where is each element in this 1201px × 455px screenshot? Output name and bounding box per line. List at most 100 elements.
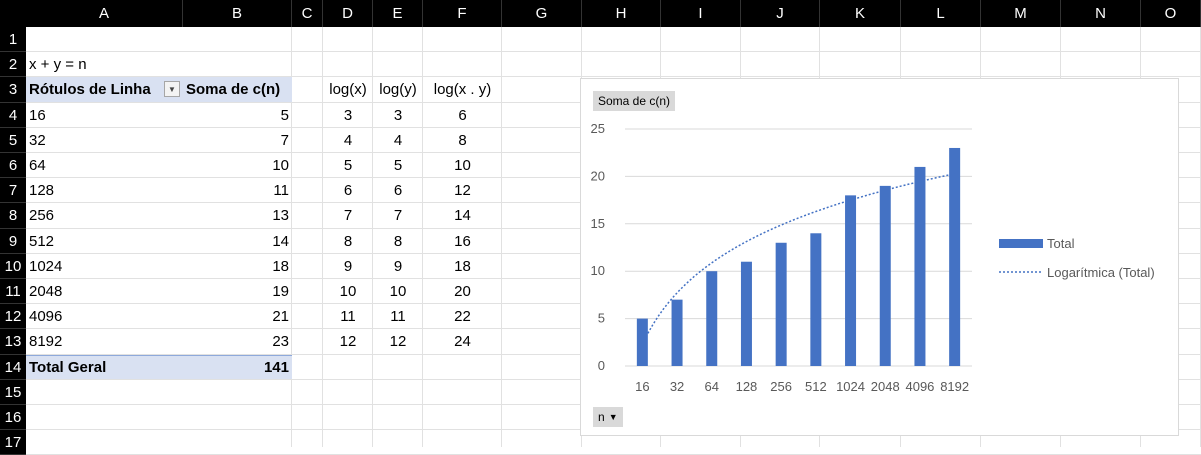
chevron-down-icon: ▼	[608, 412, 618, 422]
log-y-value[interactable]: 8	[393, 232, 403, 250]
pivot-row-value[interactable]: 7	[280, 131, 289, 149]
column-header-f[interactable]: F	[423, 0, 502, 27]
log-x-value[interactable]: 5	[343, 156, 353, 174]
log-y-value[interactable]: 4	[393, 131, 403, 149]
log-x-value[interactable]: 6	[343, 181, 353, 199]
log-y-value[interactable]: 6	[393, 181, 403, 199]
row-header-9[interactable]: 9	[0, 229, 26, 254]
log-xy-value[interactable]: 24	[454, 333, 471, 350]
pivot-row-value[interactable]: 18	[272, 257, 289, 275]
row-header-8[interactable]: 8	[0, 203, 26, 229]
column-header-d[interactable]: D	[323, 0, 373, 27]
log-header[interactable]: log(x . y)	[433, 81, 492, 98]
row-header-4[interactable]: 4	[0, 103, 26, 128]
select-all-corner[interactable]	[0, 0, 26, 27]
pivot-grand-total-label[interactable]: Total Geral	[26, 355, 183, 379]
log-x-value[interactable]: 9	[343, 257, 353, 275]
log-y-value[interactable]: 7	[393, 207, 403, 224]
pivot-row-label[interactable]: 256	[29, 207, 55, 224]
row-header-3[interactable]: 3	[0, 77, 26, 103]
row-header-5[interactable]: 5	[0, 128, 26, 153]
row-header-6[interactable]: 6	[0, 153, 26, 178]
bar-128	[740, 261, 752, 366]
row-labels-filter-dropdown-icon[interactable]: ▼	[164, 81, 180, 97]
pivot-header-row-labels[interactable]: Rótulos de Linha	[26, 77, 183, 102]
log-y-value[interactable]: 3	[393, 106, 403, 124]
column-header-i[interactable]: I	[661, 0, 741, 27]
log-header[interactable]: log(x)	[329, 81, 367, 98]
pivot-row-value[interactable]: 11	[273, 181, 289, 199]
pivot-grand-total-value[interactable]: 141	[183, 355, 292, 379]
log-x-value[interactable]: 8	[343, 232, 353, 250]
column-header-o[interactable]: O	[1141, 0, 1201, 27]
pivot-row-label[interactable]: 1024	[29, 257, 63, 275]
row-header-12[interactable]: 12	[0, 304, 26, 329]
log-xy-value[interactable]: 22	[454, 307, 471, 325]
log-x-value[interactable]: 12	[339, 333, 357, 350]
column-header-h[interactable]: H	[582, 0, 661, 27]
log-y-value[interactable]: 5	[393, 156, 403, 174]
pivot-row-value[interactable]: 19	[272, 282, 289, 300]
log-x-value[interactable]: 10	[339, 282, 357, 300]
pivot-row-label[interactable]: 8192	[29, 333, 63, 350]
pivot-row-label[interactable]: 2048	[29, 282, 63, 300]
pivot-row-label[interactable]: 128	[29, 181, 55, 199]
log-y-value[interactable]: 12	[389, 333, 407, 350]
legend-trend-label: Logarítmica (Total)	[1047, 265, 1155, 280]
log-x-value[interactable]: 3	[343, 106, 353, 124]
row-header-10[interactable]: 10	[0, 254, 26, 279]
log-xy-value[interactable]: 18	[454, 257, 471, 275]
log-xy-value[interactable]: 12	[454, 181, 471, 199]
log-x-value[interactable]: 11	[340, 307, 356, 325]
log-header[interactable]: log(y)	[379, 81, 417, 98]
log-x-value[interactable]: 4	[343, 131, 353, 149]
log-xy-value[interactable]: 16	[454, 232, 471, 250]
row-header-15[interactable]: 15	[0, 380, 26, 405]
row-header-2[interactable]: 2	[0, 52, 26, 77]
row-header-1[interactable]: 1	[0, 27, 26, 52]
pivot-row-label[interactable]: 32	[29, 131, 46, 149]
column-header-j[interactable]: J	[741, 0, 820, 27]
column-header-e[interactable]: E	[373, 0, 423, 27]
pivot-row-value[interactable]: 5	[280, 106, 289, 124]
log-xy-value[interactable]: 20	[454, 282, 471, 300]
log-xy-value[interactable]: 6	[458, 106, 467, 124]
x-tick-label: 256	[770, 379, 792, 394]
column-header-l[interactable]: L	[901, 0, 981, 27]
row-header-13[interactable]: 13	[0, 329, 26, 355]
column-header-k[interactable]: K	[820, 0, 901, 27]
pivot-row-value[interactable]: 21	[272, 307, 289, 325]
pivot-row-value[interactable]: 14	[272, 232, 289, 250]
pivot-header-sum-cn[interactable]: Soma de c(n)	[183, 77, 292, 102]
cell-a2[interactable]: x + y = n	[29, 55, 87, 73]
row-header-17[interactable]: 17	[0, 430, 26, 455]
column-header-b[interactable]: B	[183, 0, 292, 27]
pivot-row-label[interactable]: 4096	[29, 307, 63, 325]
column-header-g[interactable]: G	[502, 0, 582, 27]
pivot-row-value[interactable]: 23	[272, 333, 289, 350]
row-header-14[interactable]: 14	[0, 355, 26, 380]
pivot-chart[interactable]: Soma de c(n) n ▼ 0 5 10 15 20 25 16 32 64 128 256 512…	[580, 78, 1179, 436]
column-header-n[interactable]: N	[1061, 0, 1141, 27]
log-y-value[interactable]: 11	[390, 307, 406, 325]
pivot-row-value[interactable]: 13	[272, 207, 289, 224]
column-header-c[interactable]: C	[292, 0, 323, 27]
chart-value-field-button[interactable]: Soma de c(n)	[593, 91, 676, 111]
log-y-value[interactable]: 9	[393, 257, 403, 275]
log-x-value[interactable]: 7	[343, 207, 353, 224]
pivot-row-value[interactable]: 10	[272, 156, 289, 174]
chart-axis-field-button[interactable]: n ▼	[593, 407, 623, 427]
pivot-row-label[interactable]: 512	[29, 232, 55, 250]
column-header-a[interactable]: A	[26, 0, 183, 27]
log-xy-value[interactable]: 8	[458, 131, 467, 149]
log-y-value[interactable]: 10	[389, 282, 407, 300]
pivot-row-label[interactable]: 16	[29, 106, 46, 124]
row-header-16[interactable]: 16	[0, 405, 26, 430]
log-xy-value[interactable]: 14	[454, 207, 471, 224]
row-header-11[interactable]: 11	[0, 279, 26, 304]
column-header-m[interactable]: M	[981, 0, 1061, 27]
row-header-7[interactable]: 7	[0, 178, 26, 203]
log-xy-value[interactable]: 10	[454, 156, 471, 174]
y-tick-label: 10	[591, 263, 605, 278]
pivot-row-label[interactable]: 64	[29, 156, 46, 174]
